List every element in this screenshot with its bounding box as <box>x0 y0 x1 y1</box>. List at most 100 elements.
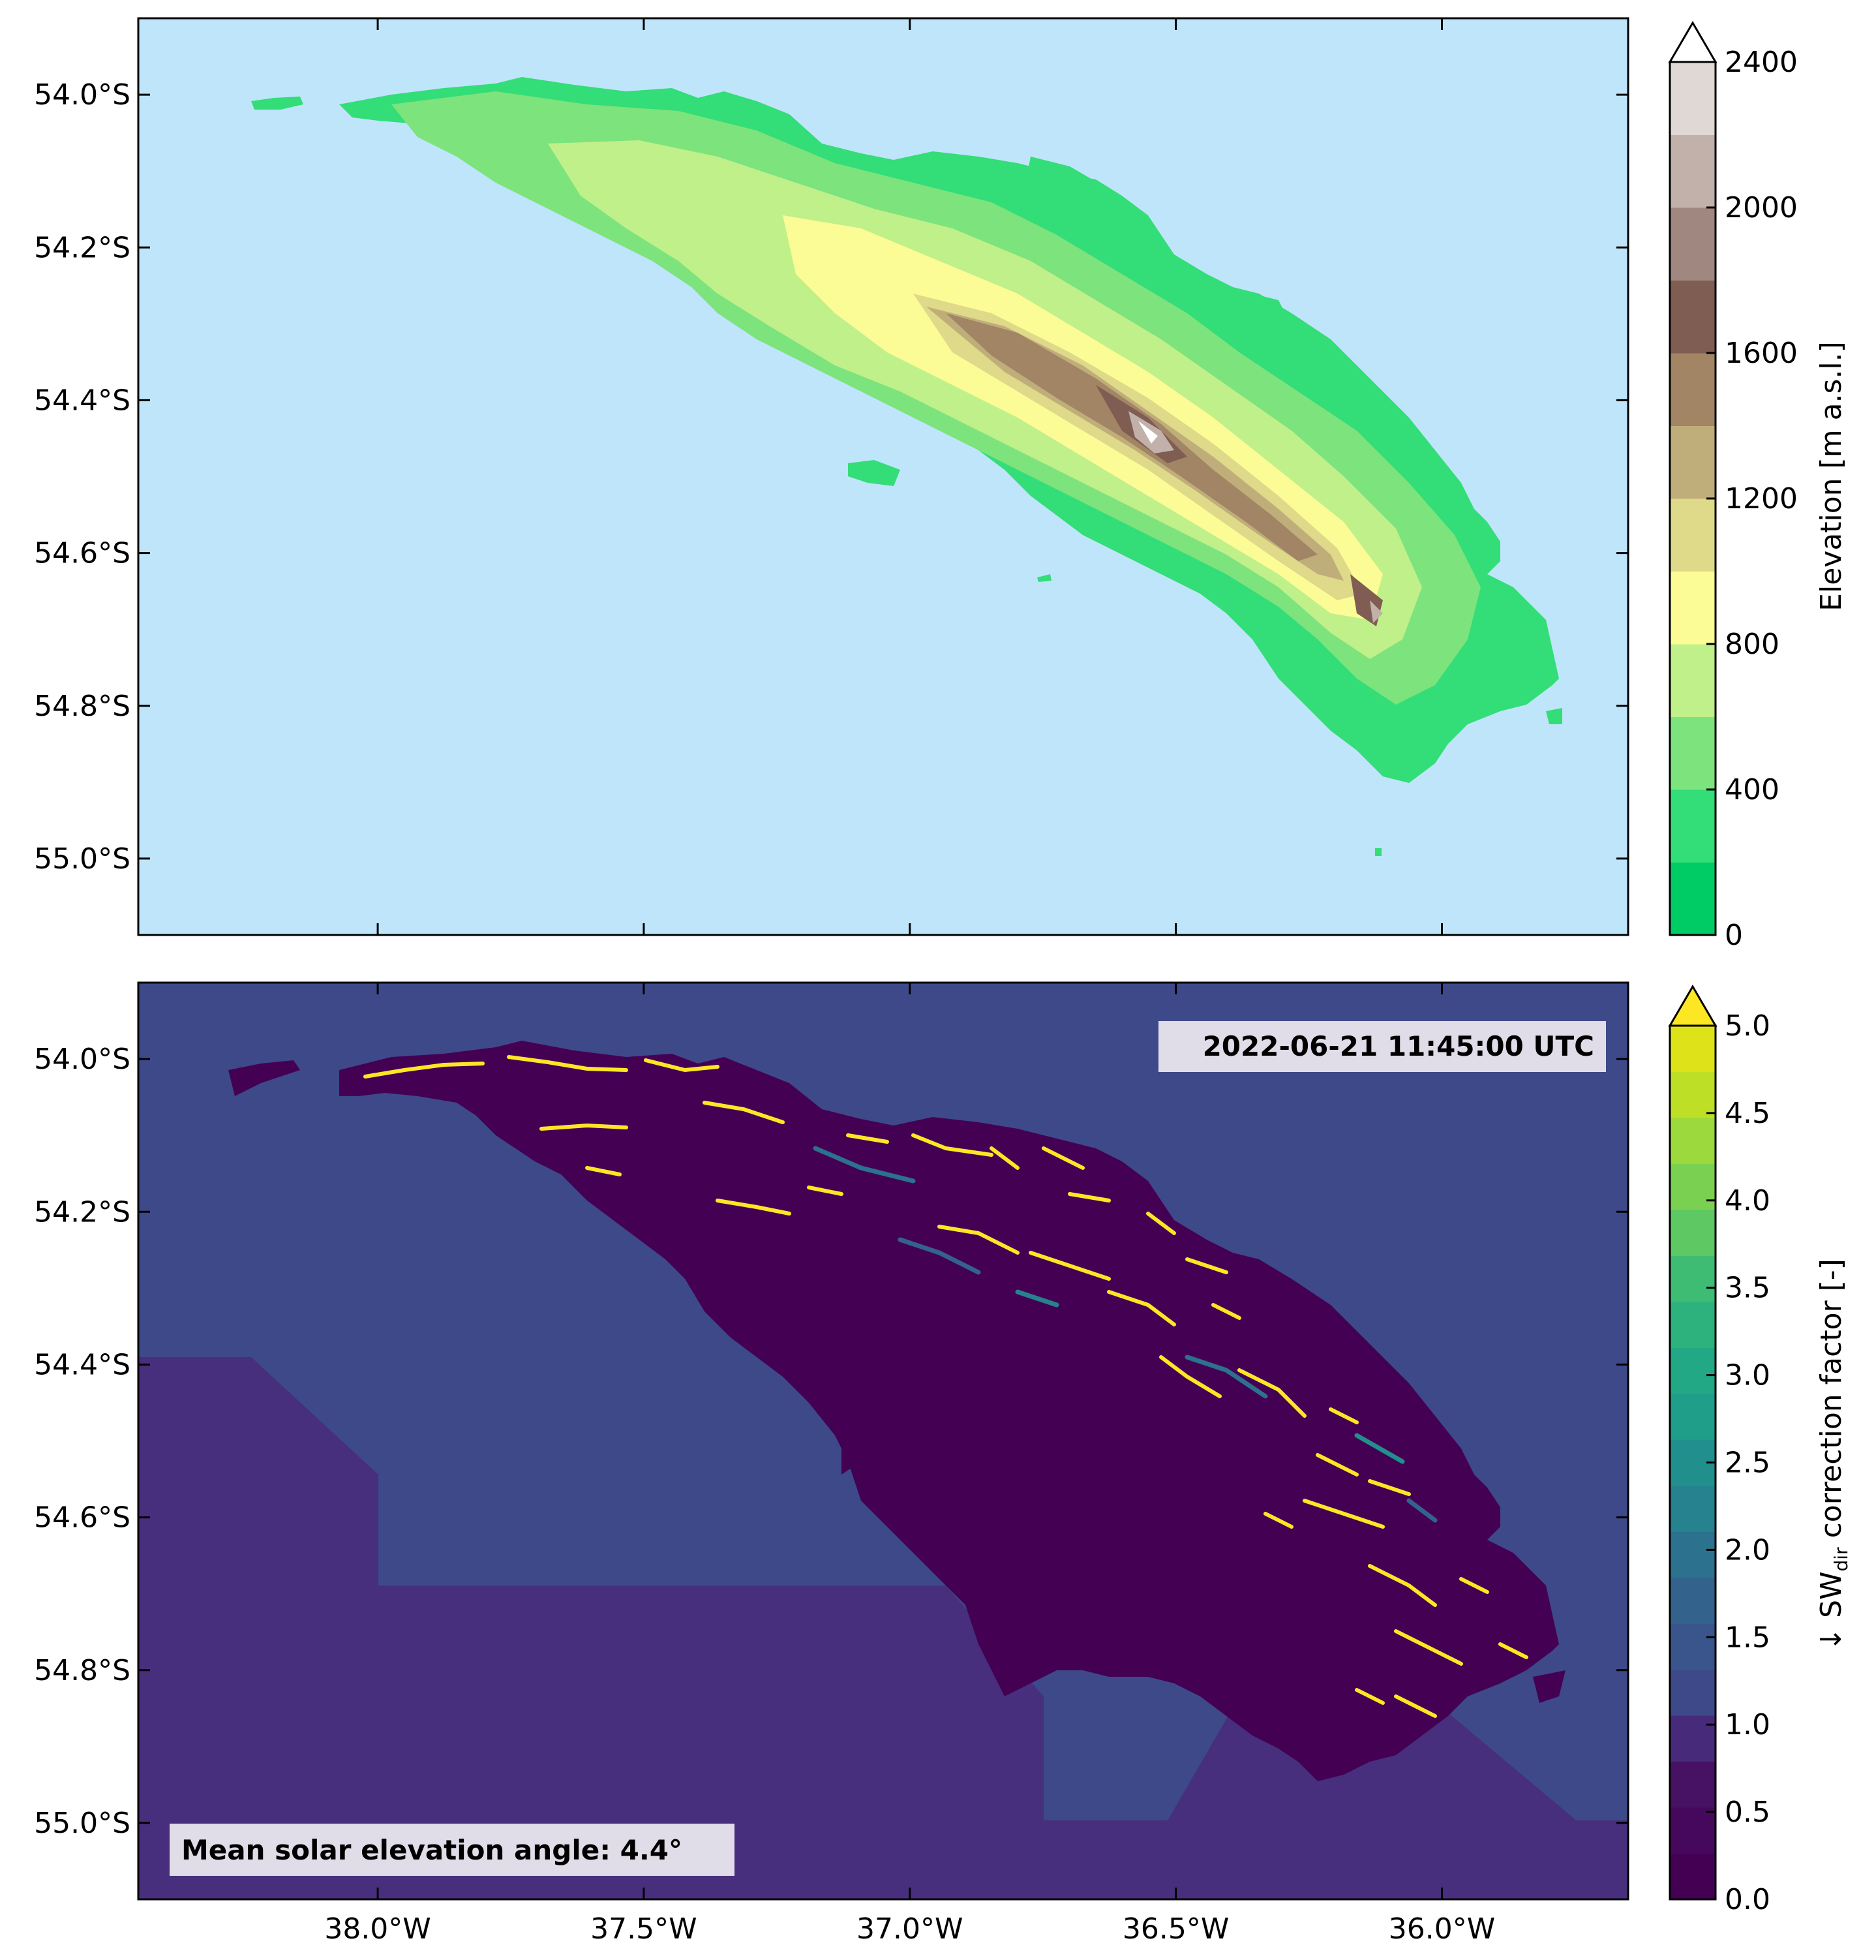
shadowed-islet <box>228 1060 300 1096</box>
colorbar-extend-arrow <box>1668 21 1717 63</box>
lat-tick-label: 54.6°S <box>34 537 130 570</box>
elevation-map-panel: 54.0°S 54.2°S 54.4°S 54.6°S 54.8°S 55.0°S 0 40… <box>34 17 1848 952</box>
colorbar-tick-label: 1200 <box>1725 482 1798 515</box>
correction-factor-panel: 54.0°S 54.2°S 54.4°S 54.6°S 54.8°S 55.0°S 38.0… <box>34 981 1852 1946</box>
colorbar-segment <box>1670 789 1716 863</box>
shadowed-islet <box>1533 1670 1566 1703</box>
datetime-label: 2022-06-21 11:45:00 UTC <box>1203 1030 1594 1062</box>
colorbar-segment <box>1670 207 1716 281</box>
terrain-2000m <box>1370 600 1383 623</box>
colorbar-tick-label: 3.5 <box>1725 1272 1770 1305</box>
colorbar-segment <box>1670 862 1716 936</box>
colorbar-segment <box>1670 498 1716 572</box>
solar-elevation-box <box>170 1824 734 1876</box>
islet <box>251 97 303 110</box>
lat-tick-label: 54.2°S <box>34 231 130 264</box>
colorbar-tick-label: 1.5 <box>1725 1621 1770 1654</box>
lon-tick-label: 37.5°W <box>590 1912 697 1946</box>
colorbar-segment <box>1670 62 1716 135</box>
colorbar-tick-label: 1600 <box>1725 337 1798 370</box>
solar-elevation-caption: Mean solar elevation angle: 4.4° <box>181 1834 682 1866</box>
colorbar-segment <box>1670 134 1716 208</box>
correction-factor-field <box>138 1041 1628 1899</box>
lat-tick-label: 54.4°S <box>34 1348 130 1381</box>
map-frame <box>137 17 1629 936</box>
lon-tick-label: 36.5°W <box>1123 1912 1229 1946</box>
lon-tick-label: 38.0°W <box>324 1912 431 1946</box>
correction-factor-colorbar: 0.0 0.5 1.0 1.5 2.0 2.5 3.0 3.5 4.0 4.5 5.0 <box>1668 985 1770 1916</box>
colorbar-segment <box>1670 1807 1716 1854</box>
lon-tick-label: 36.0°W <box>1389 1912 1495 1946</box>
colorbar-segment <box>1670 1577 1716 1624</box>
lat-tick-label: 54.2°S <box>34 1195 130 1229</box>
colorbar-tick-label: 2.0 <box>1725 1533 1770 1567</box>
colorbar-segment <box>1670 1163 1716 1210</box>
colorbar-tick-label: 1.0 <box>1725 1708 1770 1741</box>
colorbar-segment <box>1670 1301 1716 1348</box>
colorbar-segment <box>1670 280 1716 354</box>
colorbar-segment <box>1670 644 1716 717</box>
lat-tick-label: 54.4°S <box>34 384 130 417</box>
colorbar-tick-label: 0.0 <box>1725 1883 1770 1916</box>
colorbar-segment <box>1670 1347 1716 1394</box>
colorbar-segment <box>1670 1623 1716 1670</box>
lat-tick-label: 54.8°S <box>34 1654 130 1687</box>
colorbar-tick-label: 2400 <box>1725 46 1798 79</box>
lat-tick-label: 54.6°S <box>34 1501 130 1535</box>
colorbar-segment <box>1670 1255 1716 1302</box>
colorbar-tick-label: 2.5 <box>1725 1447 1770 1480</box>
colorbar-segment <box>1670 353 1716 426</box>
elevation-terrain <box>251 77 1562 856</box>
islet <box>1375 848 1382 856</box>
colorbar-segment <box>1670 1669 1716 1716</box>
colorbar-tick-label: 3.0 <box>1725 1359 1770 1392</box>
colorbar-segment <box>1670 425 1716 499</box>
colorbar-segment <box>1670 1761 1716 1808</box>
bottom-map-frame <box>137 981 1629 1901</box>
colorbar-tick-label: 800 <box>1725 628 1779 661</box>
lat-tick-label: 54.0°S <box>34 78 130 112</box>
datetime-box <box>1158 1021 1606 1072</box>
elevation-colorbar-label: Elevation [m a.s.l.] <box>1815 341 1848 611</box>
colorbar-tick-label: 5.0 <box>1725 1009 1770 1043</box>
island-outline <box>339 77 1559 783</box>
colorbar-segment <box>1670 1117 1716 1164</box>
islet <box>1546 708 1562 724</box>
lon-tick-label: 37.0°W <box>856 1912 963 1946</box>
sunlit-slopes <box>363 1055 1528 1718</box>
bottom-axes: 54.0°S 54.2°S 54.4°S 54.6°S 54.8°S 55.0°S 38.0… <box>34 983 1628 1946</box>
lat-tick-label: 55.0°S <box>34 1807 130 1840</box>
colorbar-segment <box>1670 1485 1716 1532</box>
colorbar-extend-arrow <box>1668 985 1717 1027</box>
colorbar-tick-label: 2000 <box>1725 191 1798 224</box>
colorbar-segment <box>1670 1853 1716 1900</box>
shadowed-terrain <box>339 1041 1559 1781</box>
colorbar-segment <box>1670 1071 1716 1118</box>
coarse-grid-region-3 <box>1331 1775 1628 1899</box>
colorbar-segment <box>1670 571 1716 645</box>
lat-tick-label: 55.0°S <box>34 842 130 876</box>
islet <box>848 460 900 486</box>
colorbar-tick-label: 0 <box>1725 919 1743 952</box>
shadowed-islet <box>841 1422 900 1475</box>
colorbar-segment <box>1670 1715 1716 1762</box>
colorbar-segment <box>1670 1531 1716 1578</box>
coarse-grid-region <box>138 1357 1628 1899</box>
colorbar-segment <box>1670 1393 1716 1440</box>
colorbar-segment <box>1670 716 1716 790</box>
colorbar-segment <box>1670 1209 1716 1256</box>
lat-tick-label: 54.8°S <box>34 690 130 723</box>
elevation-colorbar: 0 400 800 1200 1600 2000 2400 <box>1668 21 1798 952</box>
moderate-factor-streaks <box>813 1146 1438 1523</box>
correction-factor-colorbar-label: ↓ SWdir correction factor [-] <box>1815 1259 1852 1651</box>
top-axes: 54.0°S 54.2°S 54.4°S 54.6°S 54.8°S 55.0°S <box>34 18 1628 935</box>
colorbar-segment <box>1670 1026 1716 1072</box>
colorbar-tick-label: 4.5 <box>1725 1097 1770 1130</box>
lat-tick-label: 54.0°S <box>34 1043 130 1076</box>
coarse-grid-region-2 <box>1044 1696 1239 1820</box>
colorbar-tick-label: 400 <box>1725 773 1779 806</box>
terrain-2400m <box>1138 421 1158 444</box>
colorbar-tick-label: 4.0 <box>1725 1184 1770 1217</box>
islet <box>1037 574 1051 582</box>
